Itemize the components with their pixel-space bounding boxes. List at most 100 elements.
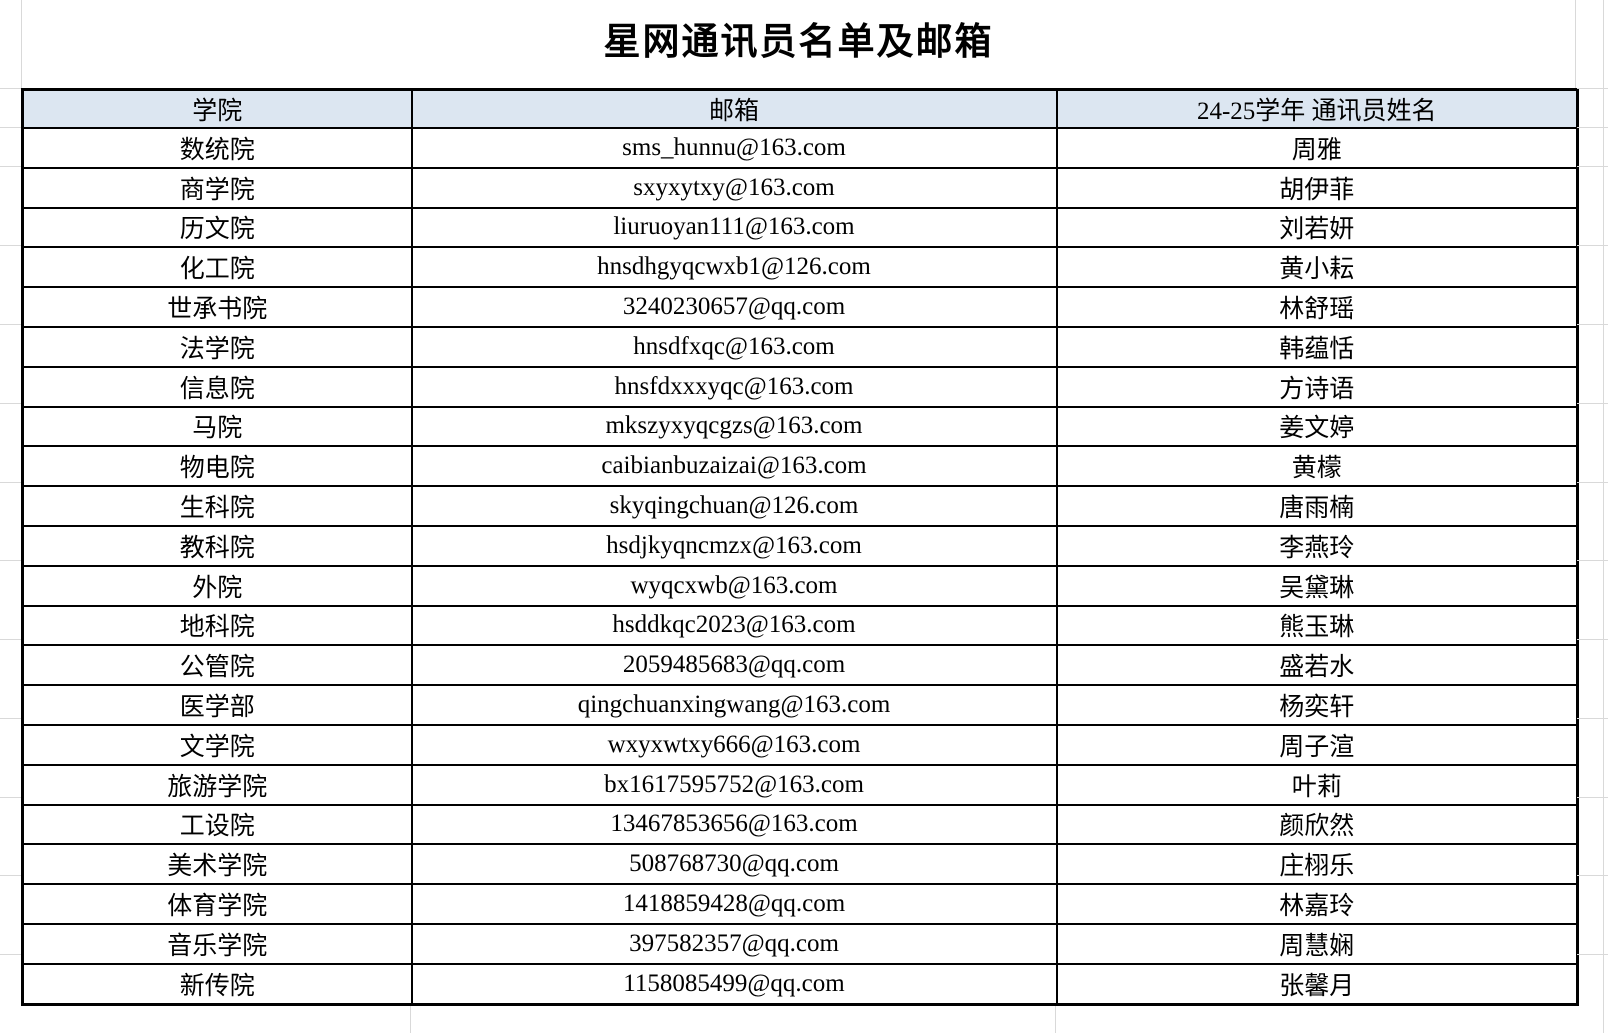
cell-college[interactable]: 新传院 — [21, 962, 413, 1006]
table-row: 马院 mkszyxyqcgzs@163.com 姜文婷 — [21, 405, 1579, 448]
cell-email[interactable]: 1158085499@qq.com — [410, 962, 1058, 1006]
cell-email[interactable]: mkszyxyqcgzs@163.com — [410, 405, 1058, 448]
cell-college[interactable]: 音乐学院 — [21, 922, 413, 965]
cell-name[interactable]: 周慧娴 — [1055, 922, 1579, 965]
cell-college[interactable]: 公管院 — [21, 644, 413, 687]
cell-email[interactable]: wyqcxwb@163.com — [410, 564, 1058, 607]
cell-name[interactable]: 李燕玲 — [1055, 524, 1579, 567]
cell-name[interactable]: 胡伊菲 — [1055, 166, 1579, 209]
cell-college[interactable]: 医学部 — [21, 684, 413, 726]
cell-email[interactable]: skyqingchuan@126.com — [410, 485, 1058, 527]
cell-email[interactable]: hnsdhgyqcwxb1@126.com — [410, 246, 1058, 289]
gridline-h-left — [0, 324, 21, 325]
cell-email[interactable]: 397582357@qq.com — [410, 922, 1058, 965]
cell-college[interactable]: 商学院 — [21, 166, 413, 209]
cell-name[interactable]: 周子渲 — [1055, 723, 1579, 766]
cell-college[interactable]: 外院 — [21, 564, 413, 607]
cell-email[interactable]: qingchuanxingwang@163.com — [410, 684, 1058, 726]
gridline-v-left-top — [21, 0, 22, 88]
table-row: 新传院 1158085499@qq.com 张馨月 — [21, 962, 1579, 1006]
cell-email[interactable]: 2059485683@qq.com — [410, 644, 1058, 687]
cell-name[interactable]: 黄檬 — [1055, 445, 1579, 488]
cell-name[interactable]: 唐雨楠 — [1055, 485, 1579, 527]
cell-email[interactable]: hnsfdxxxyqc@163.com — [410, 365, 1058, 408]
cell-email[interactable]: caibianbuzaizai@163.com — [410, 445, 1058, 488]
table-row: 生科院 skyqingchuan@126.com 唐雨楠 — [21, 485, 1579, 527]
cell-college[interactable]: 教科院 — [21, 524, 413, 567]
cell-email[interactable]: hsddkqc2023@163.com — [410, 604, 1058, 647]
cell-email[interactable]: 3240230657@qq.com — [410, 286, 1058, 328]
cell-email[interactable]: 1418859428@qq.com — [410, 883, 1058, 925]
table-row: 历文院 liuruoyan111@163.com 刘若妍 — [21, 206, 1579, 249]
cell-college[interactable]: 美术学院 — [21, 843, 413, 886]
cell-name[interactable]: 周雅 — [1055, 127, 1579, 169]
gridline-v-col1-below — [410, 1006, 411, 1033]
cell-name[interactable]: 叶莉 — [1055, 763, 1579, 806]
cell-name[interactable]: 林舒瑶 — [1055, 286, 1579, 328]
cell-college[interactable]: 生科院 — [21, 485, 413, 527]
gridline-h-left — [0, 875, 21, 876]
cell-name[interactable]: 方诗语 — [1055, 365, 1579, 408]
gridline-h-right — [1577, 127, 1608, 128]
cell-email[interactable]: liuruoyan111@163.com — [410, 206, 1058, 249]
cell-college[interactable]: 旅游学院 — [21, 763, 413, 806]
gridline-h-right — [1577, 718, 1608, 719]
table-row: 化工院 hnsdhgyqcwxb1@126.com 黄小耘 — [21, 246, 1579, 289]
table-row: 旅游学院 bx1617595752@163.com 叶莉 — [21, 763, 1579, 806]
table-row: 信息院 hnsfdxxxyqc@163.com 方诗语 — [21, 365, 1579, 408]
cell-email[interactable]: sms_hunnu@163.com — [410, 127, 1058, 169]
cell-college[interactable]: 体育学院 — [21, 883, 413, 925]
cell-name[interactable]: 熊玉琳 — [1055, 604, 1579, 647]
header-cell-email[interactable]: 邮箱 — [410, 88, 1058, 129]
cell-college[interactable]: 工设院 — [21, 803, 413, 846]
cell-college[interactable]: 世承书院 — [21, 286, 413, 328]
gridline-h-left — [0, 127, 21, 128]
gridline-h-right — [1577, 88, 1608, 89]
table-row: 工设院 13467853656@163.com 颜欣然 — [21, 803, 1579, 846]
cell-email[interactable]: 13467853656@163.com — [410, 803, 1058, 846]
cell-name[interactable]: 杨奕轩 — [1055, 684, 1579, 726]
cell-email[interactable]: wxyxwtxy666@163.com — [410, 723, 1058, 766]
gridline-v-col2-below — [1055, 1006, 1056, 1033]
cell-name[interactable]: 颜欣然 — [1055, 803, 1579, 846]
cell-college[interactable]: 化工院 — [21, 246, 413, 289]
gridline-h-left — [0, 797, 21, 798]
cell-name[interactable]: 庄栩乐 — [1055, 843, 1579, 886]
page-title: 星网通讯员名单及邮箱 — [603, 20, 994, 63]
cell-name[interactable]: 刘若妍 — [1055, 206, 1579, 249]
cell-name[interactable]: 韩蕴恬 — [1055, 325, 1579, 368]
table-row: 商学院 sxyxytxy@163.com 胡伊菲 — [21, 166, 1579, 209]
table-row: 法学院 hnsdfxqc@163.com 韩蕴恬 — [21, 325, 1579, 368]
cell-college[interactable]: 数统院 — [21, 127, 413, 169]
header-cell-college[interactable]: 学院 — [21, 88, 413, 129]
cell-college[interactable]: 历文院 — [21, 206, 413, 249]
cell-college[interactable]: 法学院 — [21, 325, 413, 368]
header-cell-name[interactable]: 24-25学年 通讯员姓名 — [1055, 88, 1579, 129]
cell-email[interactable]: hnsdfxqc@163.com — [410, 325, 1058, 368]
gridline-h-right — [1577, 560, 1608, 561]
table-header-row: 学院 邮箱 24-25学年 通讯员姓名 — [21, 88, 1579, 129]
cell-college[interactable]: 物电院 — [21, 445, 413, 488]
cell-name[interactable]: 盛若水 — [1055, 644, 1579, 687]
table-row: 公管院 2059485683@qq.com 盛若水 — [21, 644, 1579, 687]
gridline-h-right — [1577, 245, 1608, 246]
table-row: 地科院 hsddkqc2023@163.com 熊玉琳 — [21, 604, 1579, 647]
gridline-h-right — [1577, 324, 1608, 325]
cell-college[interactable]: 地科院 — [21, 604, 413, 647]
gridline-h-left — [0, 954, 21, 955]
cell-name[interactable]: 林嘉玲 — [1055, 883, 1579, 925]
table-row: 美术学院 508768730@qq.com 庄栩乐 — [21, 843, 1579, 886]
cell-name[interactable]: 黄小耘 — [1055, 246, 1579, 289]
cell-name[interactable]: 吴黛琳 — [1055, 564, 1579, 607]
gridline-h-left — [0, 560, 21, 561]
cell-name[interactable]: 张馨月 — [1055, 962, 1579, 1006]
cell-college[interactable]: 文学院 — [21, 723, 413, 766]
gridline-h-right — [1577, 166, 1608, 167]
cell-college[interactable]: 马院 — [21, 405, 413, 448]
cell-name[interactable]: 姜文婷 — [1055, 405, 1579, 448]
cell-college[interactable]: 信息院 — [21, 365, 413, 408]
cell-email[interactable]: sxyxytxy@163.com — [410, 166, 1058, 209]
cell-email[interactable]: bx1617595752@163.com — [410, 763, 1058, 806]
cell-email[interactable]: 508768730@qq.com — [410, 843, 1058, 886]
cell-email[interactable]: hsdjkyqncmzx@163.com — [410, 524, 1058, 567]
